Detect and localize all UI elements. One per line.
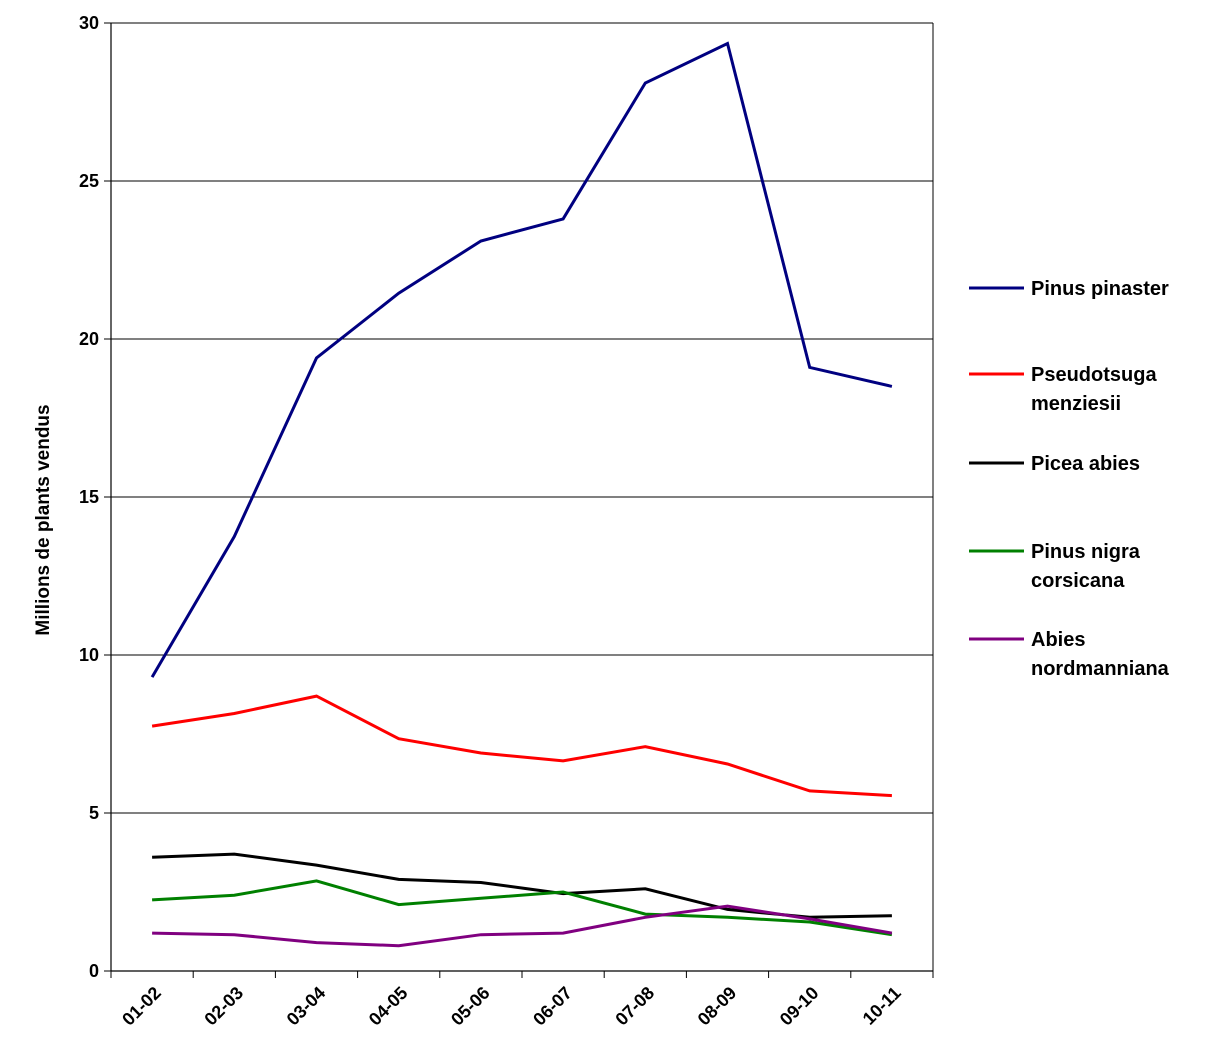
legend-label: Pinus nigra [1031, 541, 1141, 563]
x-tick-label: 09-10 [776, 983, 823, 1030]
series-lines [150, 41, 893, 948]
y-tick-label: 20 [79, 329, 99, 349]
tick-labels: 0 5 10 15 20 25 30 01-02 02-03 03-04 04-05 05-06 06-… [79, 13, 905, 1029]
legend-label: nordmanniana [1031, 658, 1170, 680]
x-tick-label: 07-08 [611, 983, 658, 1030]
legend-label: corsicana [1031, 570, 1125, 592]
x-tick-label: 02-03 [200, 983, 247, 1030]
series-line [151, 694, 892, 798]
legend-item: Pinus nigra corsicana [969, 541, 1141, 592]
series-line [152, 879, 893, 937]
series-line [150, 41, 893, 678]
legend-label: Abies [1031, 629, 1085, 651]
x-tick-label: 04-05 [365, 983, 412, 1030]
x-tick-label: 06-07 [529, 983, 576, 1030]
legend-item: Pinus pinaster [969, 278, 1169, 300]
legend-label: Picea abies [1031, 453, 1140, 475]
legend: Pinus pinaster Pseudotsuga menziesii Picea … [969, 278, 1170, 680]
legend-label: Pseudotsuga [1031, 364, 1157, 386]
x-tick-label: 10-11 [859, 983, 905, 1029]
legend-item: Picea abies [969, 453, 1140, 475]
y-tick-label: 10 [79, 645, 99, 665]
axes [104, 22, 934, 978]
y-axis-title: Millions de plants vendus [33, 404, 54, 635]
y-tick-label: 15 [79, 487, 99, 507]
x-tick-label: 03-04 [283, 983, 330, 1030]
legend-item: Abies nordmanniana [969, 629, 1170, 680]
y-tick-label: 25 [79, 171, 99, 191]
series-line [152, 852, 892, 919]
y-tick-label: 30 [79, 13, 99, 33]
legend-item: Pseudotsuga menziesii [969, 364, 1157, 415]
y-tick-label: 5 [89, 803, 99, 823]
x-tick-label: 08-09 [694, 983, 741, 1030]
y-tick-label: 0 [89, 961, 99, 981]
gridlines [111, 22, 933, 814]
legend-label: menziesii [1031, 393, 1121, 415]
x-tick-label: 01-02 [118, 983, 165, 1030]
legend-label: Pinus pinaster [1031, 278, 1169, 300]
series-line [152, 904, 893, 948]
x-tick-label: 05-06 [447, 983, 494, 1030]
